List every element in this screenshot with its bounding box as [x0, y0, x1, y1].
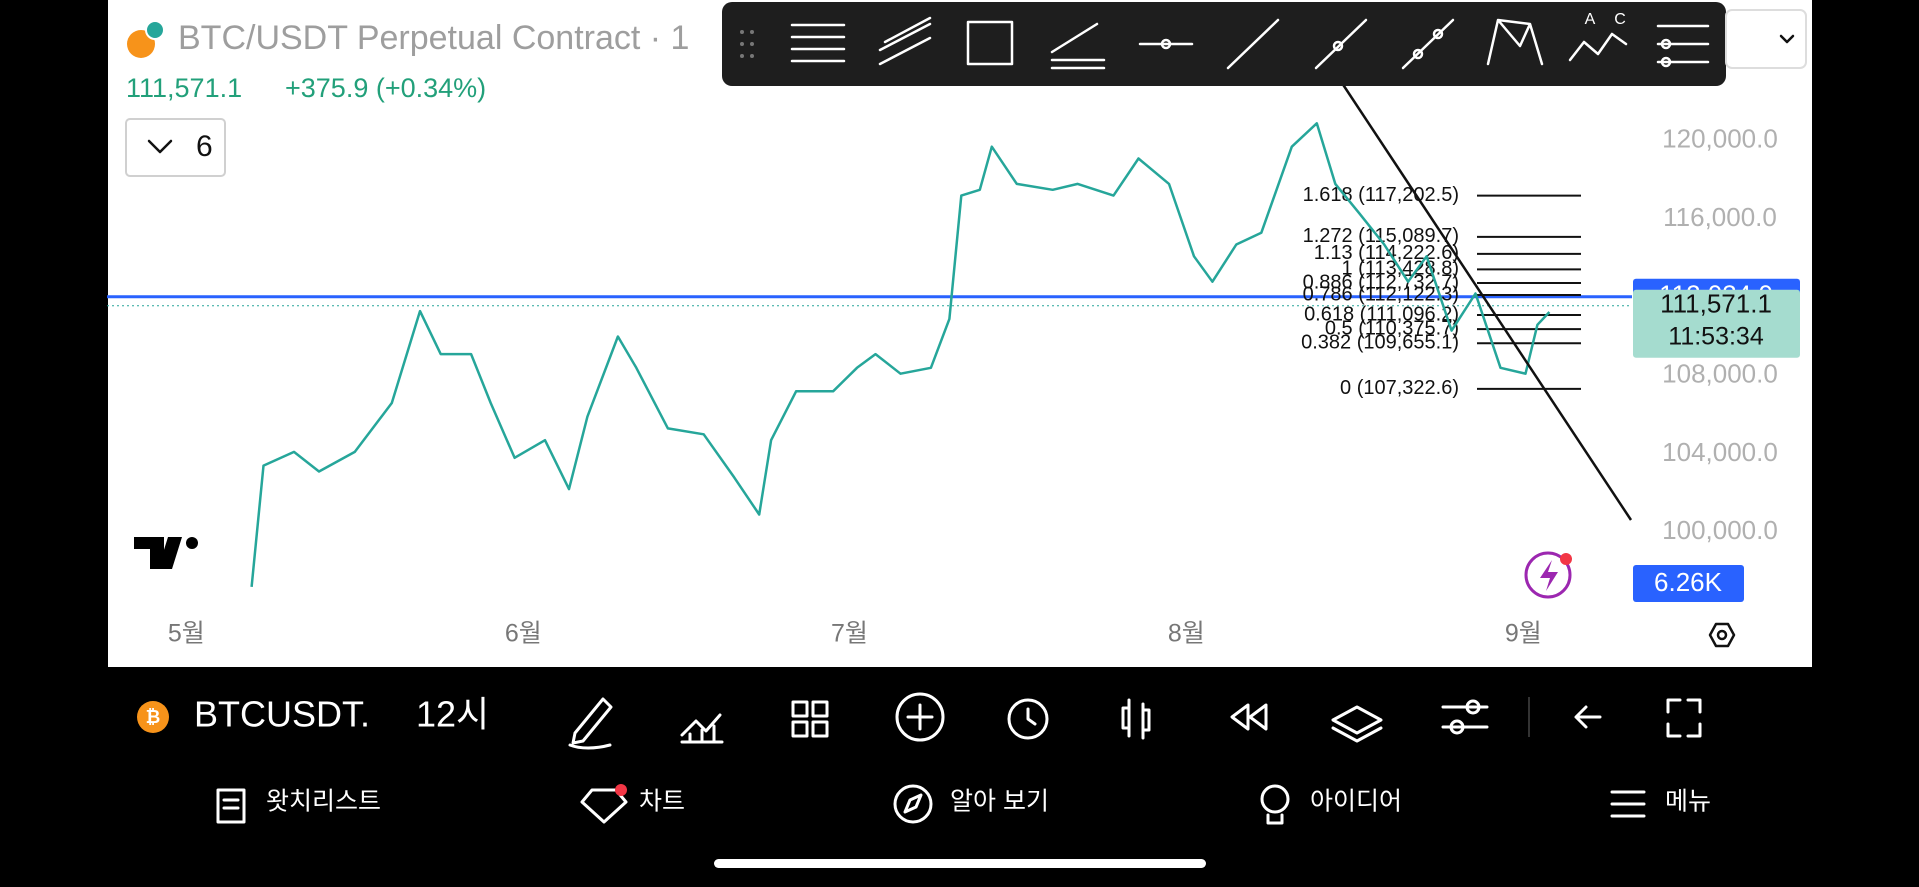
nav-item[interactable]: 알아 보기	[950, 788, 1049, 816]
nav-badge	[615, 784, 627, 796]
fib-level-label: 1.13 (114,222.6)	[1314, 242, 1459, 264]
last-price-label: 111,571.1	[1660, 289, 1772, 319]
chart-panel	[108, 0, 1812, 667]
interval-dropdown[interactable]	[125, 118, 226, 177]
axis-settings-dot	[1716, 629, 1728, 641]
abc-icon-label: C	[1614, 11, 1626, 28]
x-tick-label: 5월	[168, 620, 205, 648]
x-tick-label: 6월	[505, 620, 542, 648]
fib-level-label: 1.272 (115,089.7)	[1303, 225, 1459, 247]
top-right-chevron	[1779, 34, 1795, 44]
dropdown-count: 6	[196, 130, 213, 163]
coin-icon-glyph: ₿	[146, 707, 161, 727]
home-indicator	[714, 859, 1206, 868]
coin-badge	[145, 20, 165, 40]
last-price-tag	[1633, 289, 1800, 358]
y-tick-label: 120,000.0	[1662, 124, 1778, 154]
lightning-icon	[1540, 560, 1558, 591]
bottom-nav: 왓치리스트 차트 알아 보기 아이디어 메뉴	[266, 788, 1711, 816]
fib-level-label: 0 (107,322.6)	[1340, 377, 1459, 399]
x-tick-label: 7월	[831, 620, 868, 648]
abc-icon-label: A	[1585, 11, 1596, 28]
fib-level-label: 0.886 (112,732.7)	[1303, 271, 1459, 293]
coin-icon	[137, 701, 169, 733]
drawing-toolbar	[722, 2, 1726, 86]
volume-label: 6.26K	[1654, 567, 1723, 597]
tv-logo	[134, 537, 182, 569]
x-tick-label: 9월	[1505, 620, 1542, 648]
toolbar-grip	[740, 30, 754, 58]
nav-item[interactable]: 메뉴	[1665, 788, 1711, 816]
fib-level-label: 0.382 (109,655.1)	[1301, 332, 1459, 354]
dropdown-chevron	[147, 139, 173, 154]
x-tick-label: 8월	[1168, 620, 1205, 648]
bottom-tools[interactable]	[568, 692, 1702, 750]
trend-line	[1338, 79, 1633, 521]
plot-area: 1.618 (117,202.5) 1.272 (115,089.7)1.13 (…	[107, 79, 1633, 588]
countdown-label: 11:53:34	[1668, 322, 1764, 350]
price-line	[250, 122, 1551, 588]
toolbar-interval[interactable]: 12시	[416, 694, 489, 735]
header-change: +375.9 (+0.34%)	[285, 73, 486, 103]
fib-level-label: 0.618 (111,096.2)	[1304, 303, 1459, 325]
y-tick-label: 104,000.0	[1662, 437, 1778, 467]
nav-item[interactable]: 왓치리스트	[266, 788, 381, 816]
fib-level-label: 0.5 (110,375.7)	[1325, 317, 1459, 339]
y-tick-label: 100,000.0	[1662, 515, 1778, 545]
drawing-tools[interactable]	[790, 16, 1710, 70]
nav-icons	[216, 784, 1646, 825]
y-tick-label: 108,000.0	[1662, 359, 1778, 389]
fib-level-label: 1.618 (117,202.5)	[1303, 184, 1459, 206]
top-right-dropdown[interactable]	[1725, 9, 1807, 69]
tv-logo-dot	[186, 537, 198, 549]
volume-tag	[1633, 565, 1744, 602]
y-tick-label: 116,000.0	[1663, 202, 1777, 232]
nav-item[interactable]: 차트	[639, 788, 685, 816]
nav-item[interactable]: 아이디어	[1310, 788, 1402, 816]
axis-settings[interactable]	[1708, 622, 1736, 648]
header-price: 111,571.1	[126, 73, 242, 103]
fib-level-label: 0.786 (112,122.3)	[1303, 283, 1459, 305]
toolbar-symbol[interactable]: BTCUSDT.	[194, 694, 370, 735]
lightning-badge	[1560, 553, 1572, 565]
symbol-title: BTC/USDT Perpetual Contract · 1	[178, 19, 689, 57]
